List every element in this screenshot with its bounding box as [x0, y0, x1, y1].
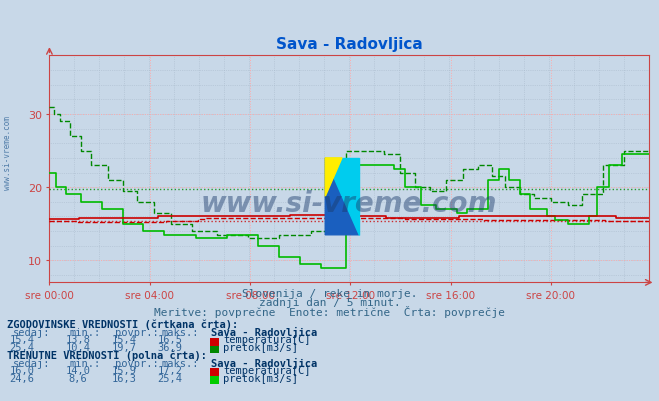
Text: povpr.:: povpr.:	[115, 327, 159, 337]
Text: sedaj:: sedaj:	[13, 327, 51, 337]
Polygon shape	[326, 158, 358, 235]
Text: 13,8: 13,8	[65, 334, 90, 344]
Text: pretok[m3/s]: pretok[m3/s]	[223, 373, 299, 383]
Polygon shape	[326, 158, 358, 235]
Text: TRENUTNE VREDNOSTI (polna črta):: TRENUTNE VREDNOSTI (polna črta):	[7, 349, 206, 360]
Text: ZGODOVINSKE VREDNOSTI (črtkana črta):: ZGODOVINSKE VREDNOSTI (črtkana črta):	[7, 318, 238, 329]
Text: maks.:: maks.:	[161, 358, 199, 368]
Text: zadnji dan / 5 minut.: zadnji dan / 5 minut.	[258, 298, 401, 308]
Title: Sava - Radovljica: Sava - Radovljica	[276, 37, 422, 52]
Text: temperatura[C]: temperatura[C]	[223, 365, 311, 375]
Text: 15,4: 15,4	[111, 334, 136, 344]
Text: min.:: min.:	[69, 358, 100, 368]
Text: www.si-vreme.com: www.si-vreme.com	[3, 115, 12, 189]
Text: 8,6: 8,6	[69, 373, 87, 383]
Text: Sava - Radovljica: Sava - Radovljica	[211, 326, 317, 337]
Text: 25,4: 25,4	[9, 342, 34, 352]
Text: 16,5: 16,5	[158, 334, 183, 344]
Text: www.si-vreme.com: www.si-vreme.com	[201, 189, 498, 217]
Text: 36,9: 36,9	[158, 342, 183, 352]
Text: 15,4: 15,4	[9, 334, 34, 344]
Text: Sava - Radovljica: Sava - Radovljica	[211, 357, 317, 368]
Text: 10,4: 10,4	[65, 342, 90, 352]
Text: 14,0: 14,0	[65, 365, 90, 375]
Text: temperatura[C]: temperatura[C]	[223, 334, 311, 344]
Text: sedaj:: sedaj:	[13, 358, 51, 368]
Polygon shape	[326, 158, 342, 197]
Text: 16,0: 16,0	[9, 365, 34, 375]
Text: 25,4: 25,4	[158, 373, 183, 383]
Text: 24,6: 24,6	[9, 373, 34, 383]
Text: min.:: min.:	[69, 327, 100, 337]
Text: 17,2: 17,2	[158, 365, 183, 375]
Text: 16,3: 16,3	[111, 373, 136, 383]
Text: 15,9: 15,9	[111, 365, 136, 375]
Text: povpr.:: povpr.:	[115, 358, 159, 368]
Text: pretok[m3/s]: pretok[m3/s]	[223, 342, 299, 352]
Text: maks.:: maks.:	[161, 327, 199, 337]
Text: Meritve: povprečne  Enote: metrične  Črta: povprečje: Meritve: povprečne Enote: metrične Črta:…	[154, 305, 505, 317]
Text: Slovenija / reke in morje.: Slovenija / reke in morje.	[242, 288, 417, 298]
Text: 19,7: 19,7	[111, 342, 136, 352]
